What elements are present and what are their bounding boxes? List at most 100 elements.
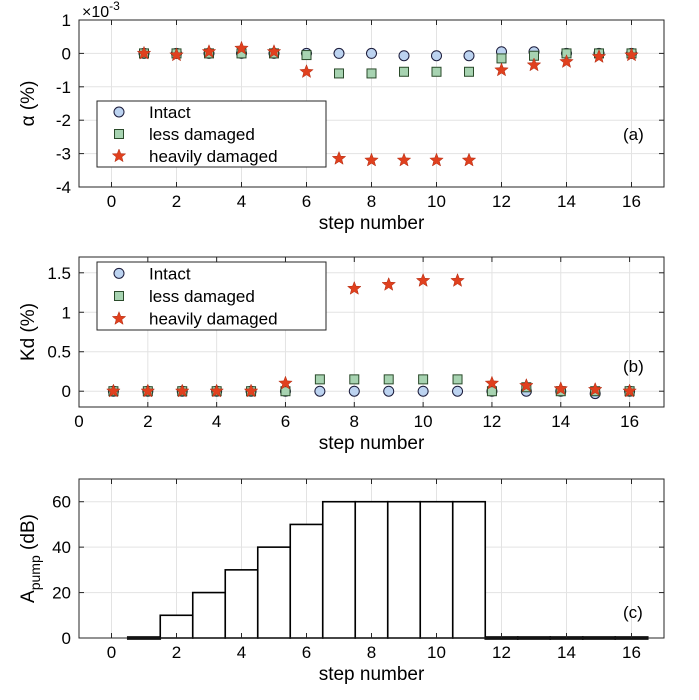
panel-b-legend-box	[96, 261, 327, 331]
panel-b-legend-marker	[111, 310, 127, 325]
panel-a-less-damaged-point	[366, 68, 377, 79]
panel-c-x-tick-label: 16	[622, 643, 641, 662]
panel-a-panel-label: (a)	[623, 125, 644, 144]
panel-c-y-tick-label: 40	[52, 538, 71, 557]
panel-b-x-tick-label: 16	[620, 412, 639, 431]
panel-a-heavily-damaged-point	[396, 152, 412, 167]
panel-b-less-damaged-point	[280, 386, 291, 397]
panel-c-x-tick-label: 14	[557, 643, 576, 662]
panel-b-x-axis-label: step number	[319, 433, 425, 454]
panel-b-heavily-damaged-point	[484, 375, 500, 390]
panel-a-x-tick-label: 16	[622, 192, 641, 211]
panel-b-x-tick-label: 8	[350, 412, 359, 431]
panel-a-heavily-damaged-point	[429, 152, 444, 167]
panel-b-y-tick-label: 0	[62, 382, 71, 401]
panel-c-chart: 0 2 4 6 8 10 12 14 16 0 20 40 60 step number Apump (dB…	[18, 478, 665, 685]
panel-b-legend-label: Intact	[149, 264, 191, 283]
panel-b-heavily-damaged-point	[587, 381, 603, 396]
panel-a-legend-label: Intact	[149, 103, 191, 122]
panel-c-bar	[451, 500, 487, 639]
panel-b-y-tick-label: 0.5	[47, 343, 71, 362]
panel-b-legend-marker	[114, 291, 124, 301]
panel-a-x-axis-label: step number	[319, 213, 425, 234]
panel-b-heavily-damaged-point	[519, 377, 534, 392]
panel-a-less-damaged-point	[431, 66, 442, 77]
panel-b-less-damaged-point	[452, 374, 463, 385]
panel-a-y-tick-label: 1	[62, 11, 71, 30]
panel-a-legend-marker	[111, 148, 127, 163]
panel-a-heavily-damaged-point	[266, 44, 282, 58]
panel-b-y-tick-label: 1	[62, 303, 71, 322]
panel-a-intact-point	[398, 50, 410, 62]
panel-b-less-damaged-point	[486, 386, 497, 397]
panel-a-y-tick-label: -4	[56, 178, 71, 197]
panel-c-bar	[224, 569, 259, 639]
panel-a-legend-label: less damaged	[149, 125, 255, 144]
panel-b-legend-label: heavily damaged	[149, 310, 278, 329]
panel-a-heavily-damaged-point	[364, 152, 379, 167]
panel-c-bar	[419, 500, 454, 639]
panel-b-intact-point	[417, 385, 429, 397]
panel-a-heavily-damaged-point	[494, 62, 509, 77]
panel-c-x-tick-label: 10	[427, 643, 446, 662]
panel-b-legend-label: less damaged	[149, 287, 255, 306]
panel-b-intact-point	[348, 385, 360, 397]
panel-a-intact-point	[463, 50, 475, 62]
panel-c-y-tick-label: 0	[62, 629, 71, 648]
panel-a-legend-box	[96, 100, 327, 168]
panel-a-heavily-damaged-point	[624, 47, 639, 62]
panel-c-bar	[354, 500, 389, 639]
panel-a-y-tick-label: -2	[56, 111, 71, 130]
panel-b-x-tick-label: 2	[143, 412, 152, 431]
panel-b-heavily-damaged-point	[278, 375, 293, 390]
panel-c-x-tick-label: 4	[237, 643, 246, 662]
panel-a-x-tick-label: 2	[172, 192, 181, 211]
panel-a-heavily-damaged-point	[136, 45, 152, 60]
panel-a-less-damaged-point	[399, 66, 409, 77]
panel-a-legend-marker	[113, 106, 125, 118]
panel-c-bar	[321, 500, 357, 639]
panel-a-x-tick-label: 0	[107, 192, 116, 211]
panel-b-heavily-damaged-point	[209, 383, 224, 398]
panel-a-heavily-damaged-point	[559, 54, 574, 68]
panel-c-x-tick-label: 6	[302, 643, 311, 662]
panel-b-panel-label: (b)	[623, 357, 644, 376]
panel-a-intact-point	[333, 47, 345, 59]
panel-a-x-tick-label: 14	[557, 192, 576, 211]
panel-b-heavily-damaged-point	[346, 280, 362, 295]
panel-b-less-damaged-point	[418, 374, 429, 385]
panel-a-y-tick-label: -1	[56, 78, 71, 97]
panel-b-heavily-damaged-point	[140, 383, 156, 398]
panel-c-x-tick-label: 12	[492, 643, 511, 662]
panel-a-y-tick-label: -3	[56, 145, 71, 164]
panel-a-less-damaged-point	[496, 53, 507, 64]
panel-b-heavily-damaged-point	[622, 383, 637, 398]
panel-a-y-tick-label: 0	[62, 44, 71, 63]
panel-b-heavily-damaged-point	[415, 272, 431, 287]
panel-b-less-damaged-point	[383, 374, 394, 385]
panel-a-heavily-damaged-point	[461, 152, 477, 167]
panel-a-less-damaged-point	[334, 68, 344, 79]
panel-b-heavily-damaged-point	[553, 381, 569, 396]
panel-a-x-tick-label: 6	[302, 192, 311, 211]
panel-a-intact-point	[366, 47, 377, 59]
panel-b-intact-point	[452, 385, 464, 397]
panel-c-x-tick-label: 8	[367, 643, 376, 662]
panel-b-legend-marker	[113, 267, 125, 279]
panel-c-bar	[386, 500, 422, 639]
panel-b-heavily-damaged-point	[106, 383, 121, 398]
panel-b-x-tick-label: 14	[551, 412, 570, 431]
panel-a-heavily-damaged-point	[299, 64, 314, 78]
panel-c-x-tick-label: 0	[107, 643, 116, 662]
panel-b-intact-point	[383, 385, 395, 397]
panel-a-legend-marker	[114, 129, 124, 139]
panel-a-x-tick-label: 8	[367, 192, 376, 211]
panel-a-heavily-damaged-point	[169, 47, 184, 62]
panel-a-less-damaged-point	[464, 66, 474, 77]
panel-a-x-tick-label: 4	[237, 192, 246, 211]
panel-c-panel-label: (c)	[623, 603, 643, 622]
panel-a-intact-point	[431, 50, 442, 62]
panel-b-chart: 0 2 4 6 8 10 12 14 16 0 0.5 1 1.5 step number Kd (%) In…	[18, 256, 665, 454]
panel-c-x-tick-label: 2	[172, 643, 181, 662]
